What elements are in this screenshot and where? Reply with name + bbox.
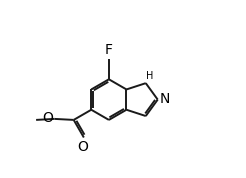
Text: H: H	[146, 71, 154, 81]
Text: O: O	[42, 111, 53, 125]
Text: F: F	[105, 43, 113, 57]
Text: N: N	[160, 92, 170, 106]
Text: O: O	[77, 140, 88, 154]
